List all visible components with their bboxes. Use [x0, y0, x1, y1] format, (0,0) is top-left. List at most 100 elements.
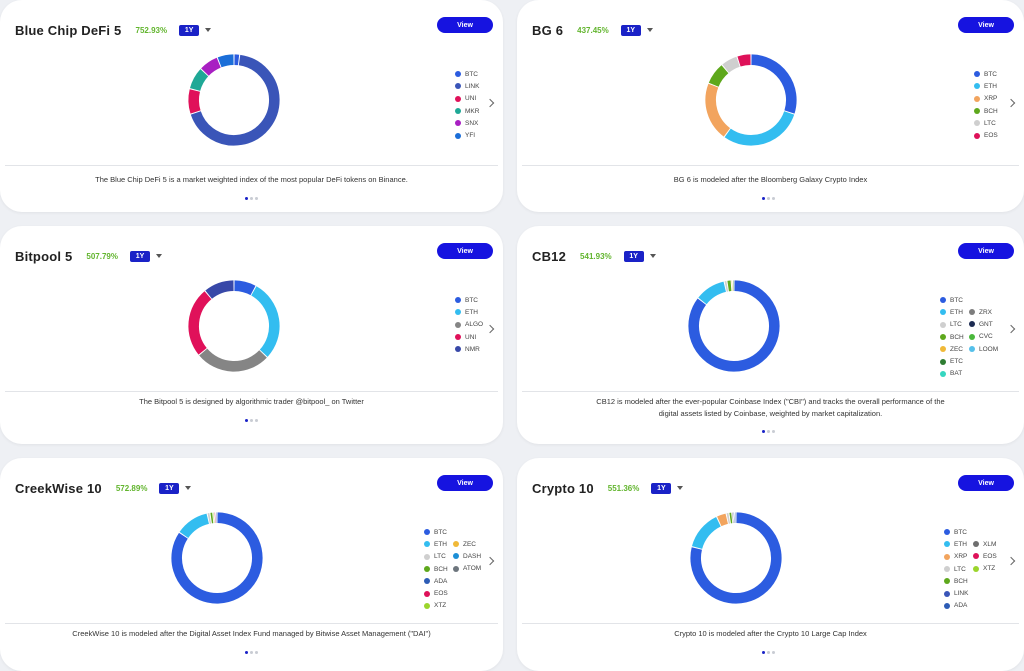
legend-label: BCH [434, 565, 448, 573]
chevron-down-icon[interactable] [156, 254, 162, 258]
pagination-dot[interactable] [255, 419, 258, 422]
pagination-dots[interactable] [762, 651, 775, 654]
view-button[interactable]: View [437, 17, 493, 33]
pagination-dot[interactable] [245, 197, 248, 200]
legend-item-btc: BTC [424, 526, 448, 538]
index-title: Crypto 10 [532, 480, 594, 496]
legend-item-yfi: YFI [455, 129, 479, 141]
chevron-down-icon[interactable] [185, 486, 192, 490]
period-selector[interactable]: 1Y [130, 250, 150, 262]
legend-column: ZRX GNT CVC LOOM [969, 306, 998, 355]
view-button[interactable]: View [958, 17, 1014, 33]
legend-swatch [424, 553, 430, 560]
pagination-dot[interactable] [767, 430, 770, 433]
chevron-right-icon[interactable] [485, 98, 495, 108]
period-selector[interactable]: 1Y [623, 250, 644, 262]
legend-swatch [940, 370, 946, 377]
period-selector[interactable]: 1Y [620, 24, 641, 36]
donut-slice-yfi [217, 54, 234, 68]
legend-item-ltc: LTC [974, 117, 998, 129]
legend-label: ALGO [465, 321, 484, 329]
legend-label: XTZ [434, 602, 447, 610]
divider [522, 623, 1019, 624]
pagination-dot[interactable] [762, 197, 765, 200]
index-description: CB12 is modeled after the ever-popular C… [596, 397, 945, 418]
legend-item-ada: ADA [944, 600, 968, 612]
index-card-cb12: CB12 541.93% 1Y View BTC ETH LTC BCH ZEC ETC BAT ZR… [517, 226, 1024, 444]
pagination-dot[interactable] [767, 197, 770, 200]
donut-slice-nmr [205, 280, 234, 299]
legend-swatch [455, 132, 461, 139]
legend-label: XRP [984, 95, 998, 103]
chevron-right-icon[interactable] [1006, 98, 1016, 108]
card-header: Crypto 10 551.36% 1Y [532, 480, 684, 496]
index-return-pct: 437.45% [577, 25, 609, 35]
legend-label: EOS [434, 590, 448, 598]
pagination-dot[interactable] [255, 197, 258, 200]
chevron-right-icon[interactable] [1006, 556, 1016, 566]
legend-label: UNI [465, 333, 477, 341]
legend-item-xrp: XRP [974, 93, 998, 105]
legend-label: XRP [954, 553, 968, 561]
pagination-dot[interactable] [245, 419, 248, 422]
pagination-dot[interactable] [762, 651, 765, 654]
pagination-dot[interactable] [772, 430, 775, 433]
chevron-right-icon[interactable] [485, 556, 495, 566]
legend-item-eth: ETH [940, 306, 964, 318]
legend-item-bat: BAT [940, 368, 964, 380]
legend-column: BTC ETH XRP BCH LTC EOS [974, 68, 998, 142]
period-selector[interactable]: 1Y [159, 482, 180, 494]
index-description: The Bitpool 5 is designed by algorithmic… [139, 397, 364, 406]
pagination-dot[interactable] [250, 419, 253, 422]
legend-swatch [455, 309, 461, 316]
pagination-dot[interactable] [762, 430, 765, 433]
pagination-dots[interactable] [762, 197, 775, 200]
pagination-dot[interactable] [255, 651, 258, 654]
chevron-right-icon[interactable] [1006, 324, 1016, 334]
legend-label: ADA [954, 602, 968, 610]
pagination-dots[interactable] [245, 419, 258, 422]
pagination-dot[interactable] [250, 197, 253, 200]
legend-swatch [455, 346, 461, 353]
chevron-down-icon[interactable] [649, 254, 656, 258]
pagination-dots[interactable] [245, 651, 258, 654]
index-return-pct: 572.89% [115, 483, 148, 493]
view-button[interactable]: View [958, 243, 1014, 259]
legend-label: BTC [465, 70, 478, 78]
chevron-down-icon[interactable] [646, 28, 653, 32]
pagination-dot[interactable] [250, 651, 253, 654]
index-return-pct: 507.79% [86, 251, 118, 261]
legend-item-nmr: NMR [455, 343, 483, 355]
chevron-down-icon[interactable] [205, 28, 212, 32]
legend-item-ada: ADA [424, 575, 448, 587]
legend-swatch [455, 71, 461, 78]
pagination-dots[interactable] [245, 197, 258, 200]
period-selector[interactable]: 1Y [179, 24, 200, 36]
allocation-donut-chart [705, 54, 797, 146]
legend-swatch [940, 346, 946, 353]
pagination-dot[interactable] [767, 651, 770, 654]
legend-item-etc: ETC [940, 355, 964, 367]
index-title: CreekWise 10 [15, 480, 102, 496]
legend-label: LINK [465, 82, 480, 90]
index-title: Blue Chip DeFi 5 [15, 22, 122, 38]
allocation-donut-chart [171, 512, 263, 604]
legend-label: ATOM [463, 565, 482, 573]
chevron-down-icon[interactable] [677, 486, 684, 490]
card-header: Bitpool 5 507.79% 1Y [15, 248, 162, 264]
donut-slice-btc [690, 512, 782, 604]
view-button[interactable]: View [437, 475, 493, 491]
chevron-right-icon[interactable] [485, 324, 495, 334]
pagination-dot[interactable] [772, 651, 775, 654]
period-selector[interactable]: 1Y [651, 482, 672, 494]
view-button[interactable]: View [437, 243, 493, 259]
divider [522, 165, 1019, 166]
view-button[interactable]: View [958, 475, 1014, 491]
pagination-dot[interactable] [772, 197, 775, 200]
legend-swatch [424, 578, 430, 585]
legend-swatch [424, 566, 430, 573]
legend-label: BCH [954, 577, 968, 585]
pagination-dots[interactable] [762, 430, 775, 433]
pagination-dot[interactable] [245, 651, 248, 654]
legend-swatch [969, 346, 975, 353]
